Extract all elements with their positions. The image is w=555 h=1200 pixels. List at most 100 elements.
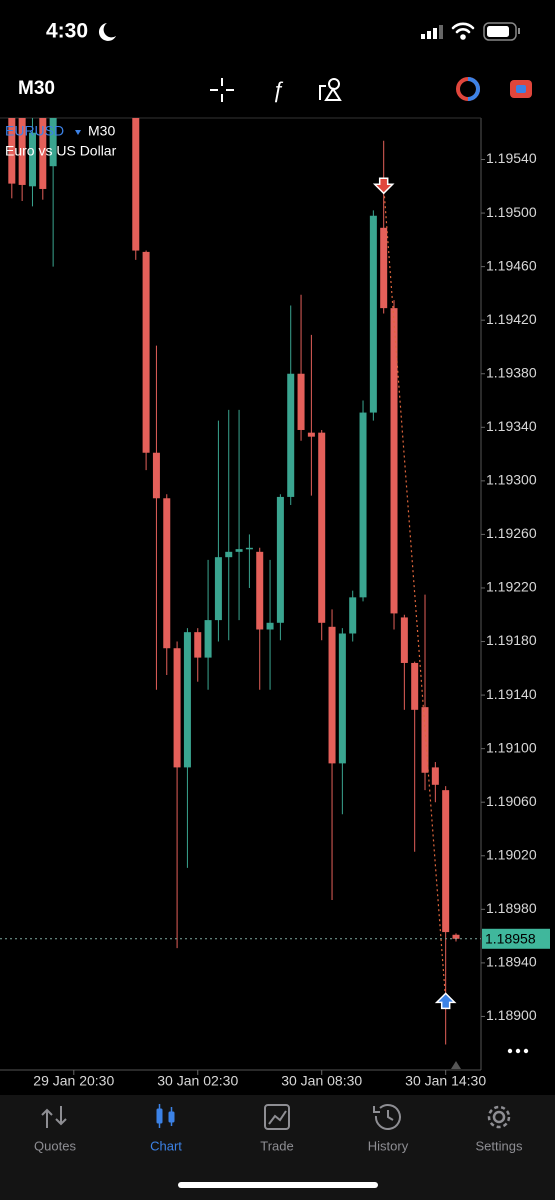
tab-icon-part (41, 1106, 67, 1128)
candle-body (256, 551, 264, 630)
candle-body (369, 215, 377, 413)
candle-body (380, 227, 388, 309)
moon-icon (98, 23, 116, 41)
candle-body (411, 662, 419, 710)
x-tick-label: 29 Jan 20:30 (33, 1073, 114, 1089)
tab-icon-part (487, 1105, 511, 1129)
candle-body (214, 557, 222, 621)
y-tick-label: 1.19260 (486, 525, 537, 541)
candle-body (142, 251, 150, 453)
symbol-name[interactable]: EURUSD (5, 123, 64, 139)
y-tick-label: 1.19420 (486, 311, 537, 327)
tab-icon[interactable] (373, 1103, 401, 1130)
tab-icon-part (487, 1105, 511, 1129)
candle-body (442, 790, 450, 933)
trade-line (383, 186, 447, 1001)
candle-body (225, 551, 233, 558)
candle-body (287, 373, 295, 497)
trade-icon[interactable] (510, 80, 532, 98)
candle-body (349, 597, 357, 634)
tab-label[interactable]: Settings (476, 1138, 523, 1153)
symbol-timeframe: M30 (88, 123, 115, 139)
tab-icon-part (387, 1110, 394, 1121)
tab-icon[interactable] (264, 1104, 290, 1130)
tab-icon[interactable] (156, 1104, 175, 1128)
candle-body (318, 432, 326, 623)
home-indicator (178, 1182, 378, 1188)
y-tick-label: 1.19060 (486, 793, 537, 809)
tab-icon[interactable] (41, 1106, 67, 1128)
signal-icon (421, 25, 443, 39)
battery-icon (483, 22, 517, 41)
candle-body (132, 118, 140, 251)
battery-tip (518, 28, 520, 34)
x-tick-label: 30 Jan 14:30 (405, 1073, 486, 1089)
objects-icon[interactable] (319, 78, 342, 101)
tab-icon-part (264, 1104, 290, 1130)
candle-body (28, 132, 36, 187)
x-tick-label: 30 Jan 08:30 (281, 1073, 362, 1089)
candle-body (235, 549, 243, 552)
y-tick-label: 1.19140 (486, 686, 537, 702)
tab-icon-part (264, 1104, 290, 1130)
tab-label[interactable]: Trade (260, 1138, 293, 1153)
tab-label[interactable]: Quotes (34, 1138, 76, 1153)
y-tick-label: 1.18900 (486, 1007, 537, 1023)
y-tick-label: 1.19460 (486, 257, 537, 273)
last-price-label: 1.18958 (485, 930, 536, 946)
y-tick-label: 1.19340 (486, 418, 537, 434)
timeframe-button[interactable]: M30 (18, 78, 55, 99)
tab-icon-part (373, 1103, 401, 1130)
y-tick-label: 1.19220 (486, 579, 537, 595)
tab-icon-part (373, 1106, 380, 1113)
candle-body (245, 547, 253, 550)
candle-body (152, 452, 160, 499)
candle-body (307, 432, 315, 437)
candle-body (297, 373, 305, 430)
tab-icon-part (492, 1110, 506, 1124)
y-tick-label: 1.19380 (486, 364, 537, 380)
candle-body (400, 617, 408, 663)
candle-body (163, 498, 171, 649)
overlay (372, 177, 457, 1010)
candle-body (183, 632, 191, 768)
tab-items: Quotes Chart Trade History Settings (34, 1103, 523, 1153)
y-tick-label: 1.19300 (486, 472, 537, 488)
candle-body (276, 496, 284, 623)
tab-icon-part (374, 1103, 401, 1130)
y-tick-label: 1.19540 (486, 150, 537, 166)
x-tick-label: 30 Jan 02:30 (157, 1073, 238, 1089)
y-tick-label: 1.19180 (486, 632, 537, 648)
candle-body (18, 118, 26, 185)
plot-area (0, 118, 481, 1045)
tab-label[interactable]: History (368, 1138, 409, 1153)
candle-body (359, 412, 367, 598)
y-tick-label: 1.19500 (486, 204, 537, 220)
y-tick-label: 1.19100 (486, 739, 537, 755)
trade-marker (434, 992, 457, 1010)
y-tick-label: 1.18940 (486, 954, 537, 970)
candle-body (421, 707, 429, 773)
candle-body (452, 934, 460, 939)
last-price-box (482, 928, 550, 949)
candle-body (39, 118, 47, 189)
candle-body (49, 118, 57, 167)
chart-shift-marker (451, 1061, 461, 1069)
indicators-icon[interactable]: ƒ (272, 77, 284, 102)
tab-label[interactable]: Chart (150, 1138, 182, 1153)
y-tick-label: 1.18980 (486, 900, 537, 916)
tab-icon-part (268, 1110, 287, 1125)
wifi-icon (451, 22, 475, 40)
account-icon[interactable] (456, 77, 480, 101)
candle-body (204, 620, 212, 658)
symbol-dropdown[interactable] (75, 130, 81, 135)
more-button[interactable] (507, 1048, 529, 1054)
crosshair-icon[interactable] (210, 78, 234, 102)
candle-body (194, 632, 202, 658)
candle-body (390, 308, 398, 614)
candle-body (338, 633, 346, 764)
tab-icon-part (156, 1104, 175, 1128)
tab-icon[interactable] (487, 1105, 511, 1129)
